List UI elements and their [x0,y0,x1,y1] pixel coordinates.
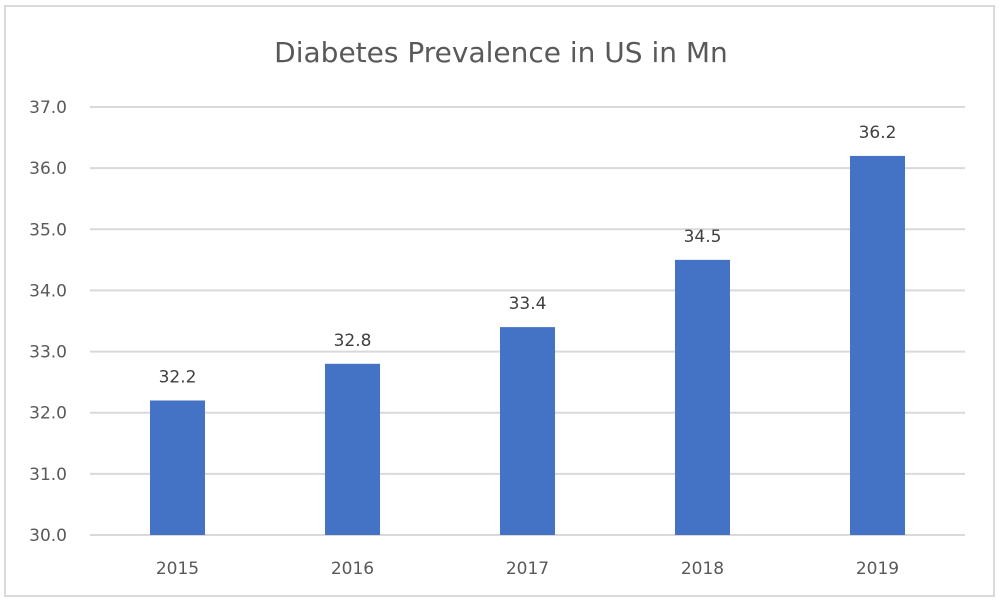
x-axis-ticks: 2015 2016 2017 2018 2019 [156,559,899,579]
x-tick-label: 2019 [856,559,899,579]
bar-2018 [675,259,730,535]
gridlines [90,106,965,536]
y-tick-label: 33.0 [29,343,67,363]
y-tick-label: 32.0 [29,404,67,424]
x-tick-label: 2017 [506,559,549,579]
bar-2015 [150,400,205,535]
data-labels: 32.2 32.8 33.4 34.5 36.2 [159,123,897,388]
chart-title: Diabetes Prevalence in US in Mn [274,36,728,69]
bar-2016 [325,363,380,535]
y-tick-label: 34.0 [29,281,67,301]
data-label-2017: 33.4 [509,294,547,314]
x-tick-label: 2015 [156,559,199,579]
bars [150,155,905,535]
y-axis-ticks: 30.0 31.0 32.0 33.0 34.0 35.0 36.0 37.0 [29,98,67,546]
data-label-2019: 36.2 [859,123,897,143]
y-tick-label: 35.0 [29,220,67,240]
x-tick-label: 2016 [331,559,374,579]
data-label-2015: 32.2 [159,367,197,387]
x-tick-label: 2018 [681,559,724,579]
data-label-2018: 34.5 [684,227,722,247]
bar-2017 [500,327,555,535]
y-tick-label: 30.0 [29,526,67,546]
data-label-2016: 32.8 [334,331,372,351]
y-tick-label: 31.0 [29,465,67,485]
y-tick-label: 37.0 [29,98,67,118]
y-tick-label: 36.0 [29,159,67,179]
bar-2019 [850,155,905,535]
